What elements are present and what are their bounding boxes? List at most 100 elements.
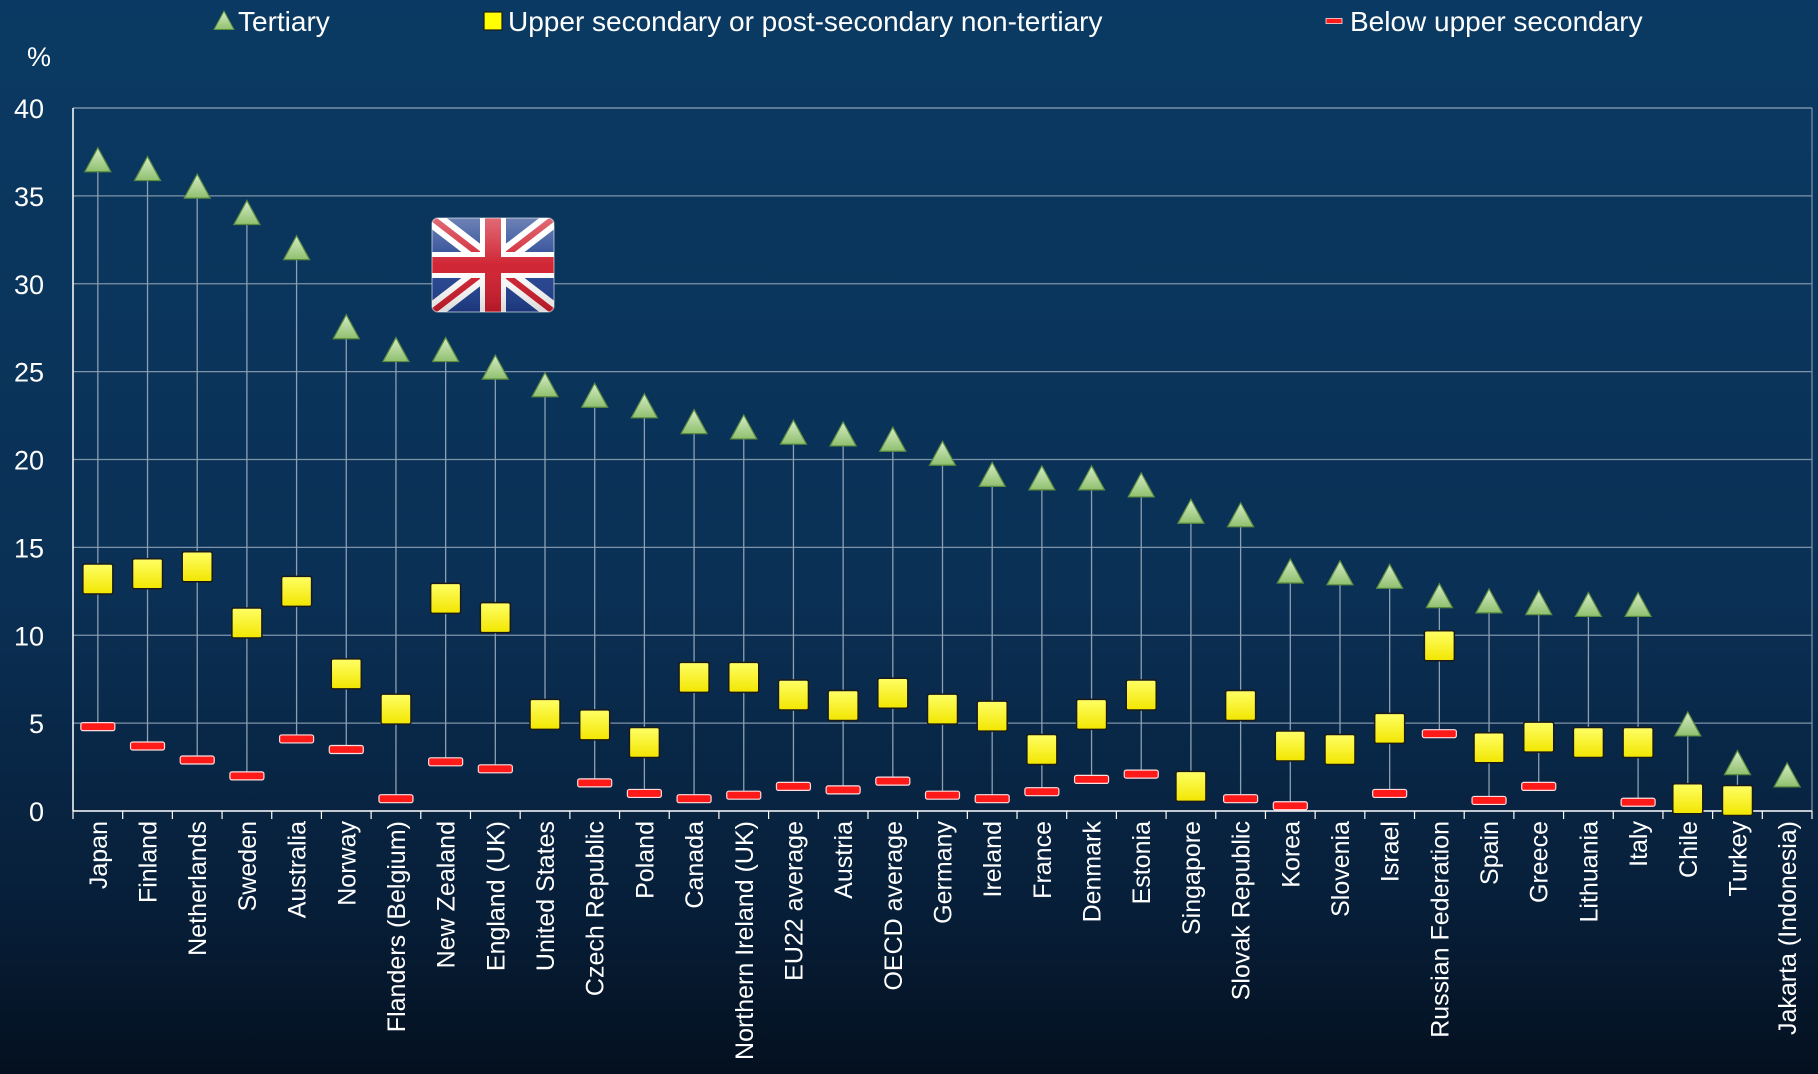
below-upper-secondary-mark <box>577 778 613 788</box>
tertiary-mark <box>1325 559 1354 586</box>
legend: Tertiary Upper secondary or post-secondar… <box>213 6 1643 37</box>
upper-secondary-mark <box>1721 784 1754 817</box>
below-upper-secondary-mark <box>825 785 861 795</box>
upper-secondary-mark <box>1224 689 1257 722</box>
legend-label: Upper secondary or post-secondary non-te… <box>508 6 1103 37</box>
upper-secondary-mark <box>827 689 859 722</box>
upper-secondary-mark <box>330 658 363 690</box>
x-tick-label: Israel <box>1377 821 1405 882</box>
x-tick-label: EU22 average <box>780 821 808 981</box>
x-tick-label: Northern Ireland (UK) <box>731 821 759 1060</box>
below-upper-secondary-mark <box>1421 729 1457 739</box>
tertiary-mark <box>729 413 758 440</box>
data-marks <box>80 146 1802 817</box>
upper-secondary-mark <box>231 607 263 639</box>
below-upper-secondary-mark <box>1272 801 1308 811</box>
y-tick-label: 35 <box>14 182 44 212</box>
tertiary-mark <box>1375 562 1404 589</box>
below-upper-secondary-mark <box>278 734 315 744</box>
tertiary-mark <box>1176 497 1205 524</box>
x-tick-label: Canada <box>681 821 709 909</box>
x-tick-label: OECD average <box>880 821 908 991</box>
gridlines <box>73 107 1813 811</box>
range-connectors <box>97 160 1739 806</box>
tertiary-mark <box>779 418 808 445</box>
tertiary-mark <box>928 439 957 466</box>
upper-secondary-mark <box>926 693 959 725</box>
x-tick-label: Norway <box>333 821 361 906</box>
tertiary-mark <box>630 392 659 419</box>
tertiary-mark <box>1425 582 1454 609</box>
tertiary-mark <box>1574 591 1603 618</box>
x-tick-label: Estonia <box>1128 821 1156 904</box>
below-upper-secondary-mark <box>1024 787 1060 797</box>
below-upper-secondary-mark <box>1372 788 1408 799</box>
below-upper-secondary-mark <box>875 776 911 786</box>
upper-secondary-mark <box>82 563 114 595</box>
x-tick-label: Turkey <box>1724 821 1752 897</box>
x-axis: Japan Finland Netherlands Sweden Australia No… <box>72 810 1813 1060</box>
x-tick-label: New Zealand <box>433 821 461 968</box>
tertiary-mark <box>431 336 460 363</box>
x-tick-label: Italy <box>1625 821 1653 867</box>
y-axis: 0 5 10 15 20 25 30 35 40 <box>14 94 74 827</box>
below-upper-secondary-mark <box>1223 794 1259 804</box>
below-upper-secondary-mark <box>378 794 414 804</box>
upper-secondary-mark <box>1373 712 1406 745</box>
legend-dash-icon <box>1325 18 1343 24</box>
x-tick-label: Lithuania <box>1575 821 1603 923</box>
upper-secondary-mark <box>380 693 412 725</box>
below-upper-secondary-mark <box>428 757 464 767</box>
x-tick-label: Greece <box>1526 821 1554 903</box>
upper-secondary-mark <box>877 677 909 709</box>
tertiary-mark <box>878 425 907 452</box>
tertiary-mark <box>133 155 162 182</box>
y-tick-label: 5 <box>29 709 44 739</box>
y-tick-label: 20 <box>14 446 44 476</box>
tertiary-mark <box>1475 587 1504 614</box>
upper-secondary-mark <box>1175 770 1207 803</box>
below-upper-secondary-mark <box>726 790 762 800</box>
upper-secondary-mark <box>678 661 710 694</box>
below-upper-secondary-mark <box>676 794 712 804</box>
tertiary-mark <box>481 353 510 380</box>
tertiary-mark <box>1027 464 1056 491</box>
below-upper-secondary-mark <box>328 744 364 755</box>
upper-secondary-mark <box>578 709 611 741</box>
upper-secondary-mark <box>1622 726 1654 759</box>
legend-square-icon <box>483 11 503 31</box>
upper-secondary-mark <box>429 582 462 615</box>
x-tick-label: Australia <box>284 821 312 918</box>
below-upper-secondary-mark <box>775 781 812 791</box>
below-upper-secondary-mark <box>1073 774 1110 784</box>
legend-upper-secondary: Upper secondary or post-secondary non-te… <box>483 6 1103 37</box>
legend-label: Below upper secondary <box>1350 6 1643 37</box>
tertiary-mark <box>1524 589 1553 616</box>
union-jack-flag-icon <box>431 217 555 313</box>
y-tick-label: 40 <box>14 94 44 124</box>
x-tick-label: Slovak Republic <box>1228 821 1256 1000</box>
below-upper-secondary-mark <box>1123 769 1159 779</box>
tertiary-mark <box>1673 710 1702 737</box>
x-tick-label: Flanders (Belgium) <box>383 821 411 1032</box>
x-tick-label: France <box>1029 821 1057 899</box>
x-tick-label: Russian Federation <box>1426 821 1454 1038</box>
tertiary-mark <box>829 420 858 447</box>
legend-tertiary: Tertiary <box>213 6 330 37</box>
x-tick-label: Singapore <box>1178 821 1206 935</box>
upper-secondary-mark <box>1473 731 1505 764</box>
tertiary-mark <box>680 408 709 435</box>
y-tick-label: 25 <box>14 358 44 388</box>
below-upper-secondary-mark <box>129 741 166 751</box>
legend-label: Tertiary <box>238 6 330 37</box>
x-tick-label: Korea <box>1277 821 1305 888</box>
upper-secondary-mark <box>1522 721 1555 753</box>
tertiary-mark <box>332 313 361 340</box>
x-tick-label: Poland <box>631 821 659 899</box>
upper-secondary-mark <box>1672 782 1704 815</box>
legend-below-upper-secondary: Below upper secondary <box>1325 6 1643 37</box>
x-tick-label: Spain <box>1476 821 1504 885</box>
tertiary-mark <box>1127 471 1156 498</box>
y-tick-label: 10 <box>14 621 44 651</box>
x-tick-label: Germany <box>930 821 958 924</box>
